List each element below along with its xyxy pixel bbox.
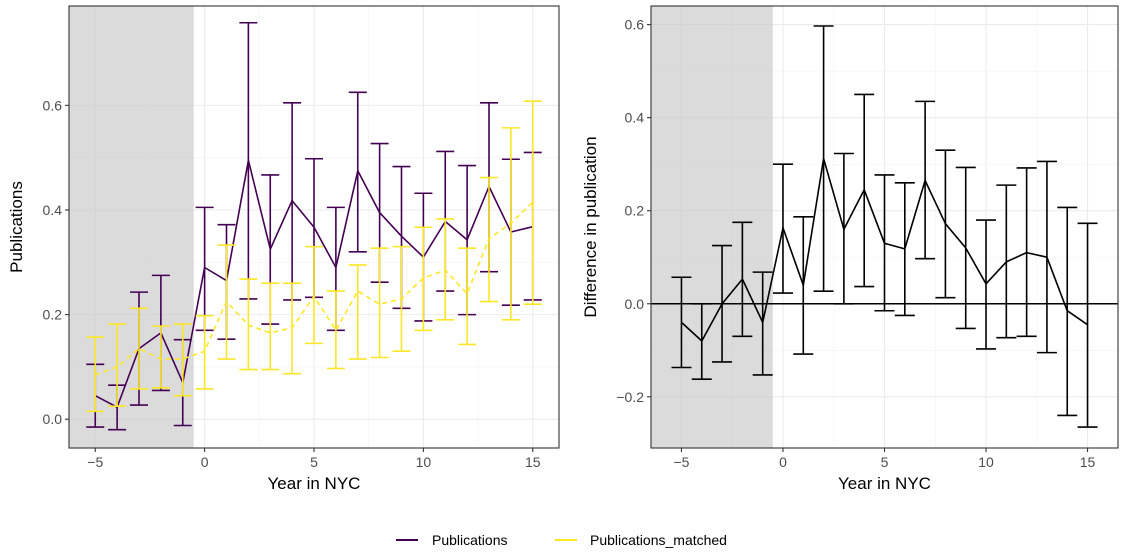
error-bar xyxy=(261,282,280,371)
x-tick-label: 5 xyxy=(310,454,318,470)
error-bar xyxy=(348,264,367,360)
shaded-region xyxy=(651,6,773,448)
error-bar xyxy=(752,271,773,376)
error-bar xyxy=(458,247,477,346)
error-bar xyxy=(326,290,345,370)
error-bar xyxy=(523,100,542,305)
y-axis-title: Publications xyxy=(7,181,26,273)
x-tick-label: 0 xyxy=(201,454,209,470)
y-tick-label: 0.4 xyxy=(43,202,63,218)
series-line xyxy=(94,159,533,409)
error-bar xyxy=(173,323,192,397)
x-axis-title: Year in NYC xyxy=(838,474,931,493)
series-0 xyxy=(671,25,1098,428)
shaded-region xyxy=(69,6,194,448)
legend-label-publications: Publications xyxy=(432,532,508,548)
y-tick-label: 0.4 xyxy=(625,110,645,126)
x-axis-title: Year in NYC xyxy=(268,474,361,493)
y-axis-title: Difference in publication xyxy=(581,136,600,317)
legend-label-publications-matched: Publications_matched xyxy=(590,532,727,548)
x-tick-label: −5 xyxy=(87,454,103,470)
y-tick-label: −0.2 xyxy=(616,389,644,405)
series-line xyxy=(95,201,534,376)
x-tick-label: 15 xyxy=(1080,454,1096,470)
x-tick-label: 0 xyxy=(779,454,787,470)
left-panel: −5 0 5 10 15 0.0 0.2 0.4 0.6 Year in NYC Publicati… xyxy=(7,5,560,493)
error-bar xyxy=(130,307,148,390)
x-tick-label: 15 xyxy=(525,454,541,470)
x-tick-label: 10 xyxy=(416,454,432,470)
y-tick-label: 0.2 xyxy=(43,307,63,323)
series-line xyxy=(680,157,1088,342)
series-1 xyxy=(86,100,542,413)
error-bar xyxy=(671,276,692,369)
error-bar xyxy=(1077,222,1098,428)
x-tick-label: 5 xyxy=(881,454,889,470)
error-bar xyxy=(151,325,170,389)
error-bar xyxy=(108,323,127,407)
y-tick-label: 0.2 xyxy=(625,203,645,219)
y-tick-label: 0.6 xyxy=(43,97,63,113)
y-tick-label: 0.0 xyxy=(625,296,645,312)
legend: Publications Publications_matched xyxy=(396,532,727,548)
error-bar xyxy=(195,314,214,390)
error-bar xyxy=(239,278,258,371)
error-bar xyxy=(370,247,389,359)
y-tick-label: 0.6 xyxy=(625,17,645,33)
error-bar xyxy=(305,245,323,345)
x-tick-label: 10 xyxy=(978,454,994,470)
error-bar xyxy=(436,218,455,321)
right-panel: −5 0 5 10 15 −0.2 0.0 0.2 0.4 0.6 Year in NYC Diffe… xyxy=(581,5,1119,493)
x-tick-label: −5 xyxy=(673,454,689,470)
y-tick-label: 0.0 xyxy=(43,411,63,427)
